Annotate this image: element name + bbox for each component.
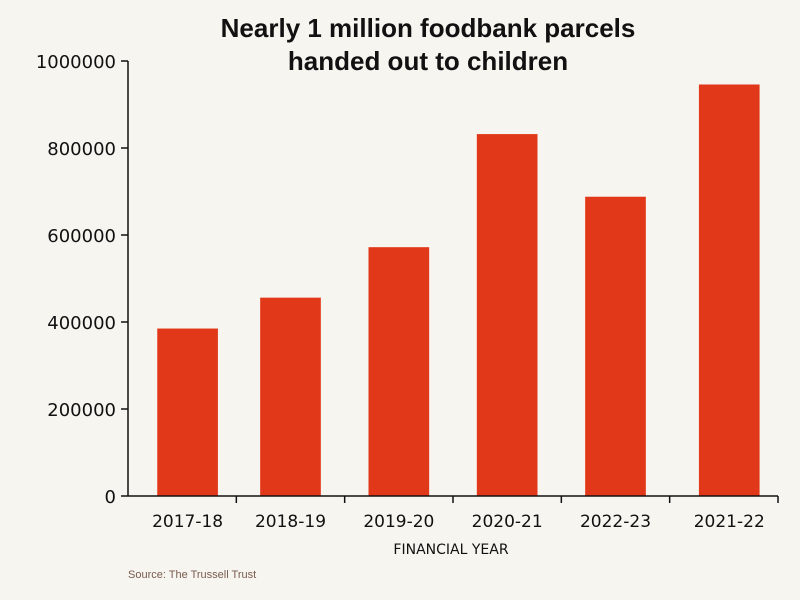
x-axis-label: FINANCIAL YEAR: [393, 542, 508, 558]
chart-title-line-2: handed out to children: [288, 46, 568, 76]
bar: [476, 134, 538, 496]
x-tick-label: 2020-21: [472, 512, 543, 532]
y-tick-label: 800000: [47, 139, 116, 160]
x-tick-label: 2017-18: [152, 512, 223, 532]
bar: [368, 247, 430, 496]
chart-title-line-1: Nearly 1 million foodbank parcels: [221, 13, 636, 43]
x-tick-label: 2018-19: [255, 512, 326, 532]
y-tick-label: 1000000: [36, 52, 116, 73]
y-tick-label: 0: [105, 487, 116, 508]
x-tick-label: 2019-20: [363, 512, 434, 532]
y-tick-label: 600000: [47, 226, 116, 247]
y-tick-label: 200000: [47, 400, 116, 421]
x-tick-label: 2021-22: [694, 512, 765, 532]
bars-group: [157, 84, 760, 497]
source-note: Source: The Trussell Trust: [128, 569, 256, 581]
x-axis: 2017-18 2018-19 2019-20 2020-21 2022-23 2021-…: [128, 495, 779, 532]
bar: [585, 196, 646, 496]
y-tick-label: 400000: [47, 313, 116, 334]
bar: [157, 328, 218, 496]
bar: [698, 84, 760, 497]
bar: [260, 297, 321, 496]
y-axis: 0 200000 400000 600000 800000 1000000: [36, 52, 129, 508]
x-tick-label: 2022-23: [580, 512, 651, 532]
